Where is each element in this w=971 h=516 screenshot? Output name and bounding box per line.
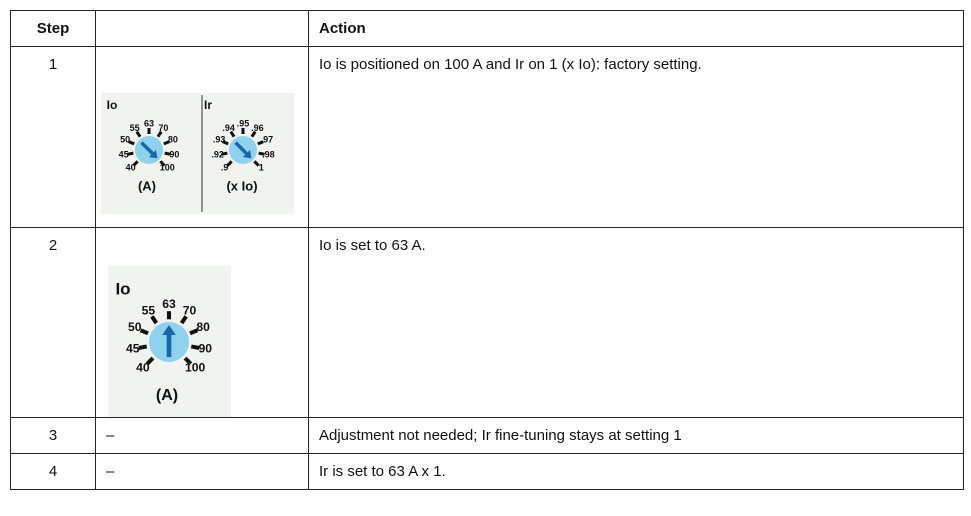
dial-scale-label: .94 (222, 123, 235, 133)
action-cell: Io is set to 63 A. (308, 227, 964, 418)
row: 3 – Adjustment not needed; Ir fine-tunin… (10, 417, 964, 454)
row: 1 Io Ir 40 45 50 55 63 70 80 90 100 .9 .92 .93.94.95.… (10, 46, 964, 228)
dial-pointer-head (148, 149, 158, 159)
dial-tick (150, 315, 159, 325)
dial-unit: (A) (156, 387, 178, 404)
steps-table: Step Action 1 Io Ir 40 45 50 55 63 70 80 90 100.9.… (10, 10, 964, 490)
action-cell: Io is positioned on 100 A and Ir on 1 (x… (308, 46, 964, 228)
dial-scale-label: 70 (158, 123, 168, 133)
dial-tick (179, 315, 188, 325)
step-cell: 4 (10, 453, 96, 490)
dial-scale-label: 40 (126, 163, 136, 173)
dial-scale-label: 80 (196, 320, 210, 334)
dial-title: Io (115, 279, 130, 298)
dial-scale-label: .95 (237, 118, 250, 128)
dial-tick (258, 151, 265, 156)
dial-tick (189, 328, 199, 336)
header-image (95, 10, 309, 47)
step-cell: 2 (10, 227, 96, 418)
step-cell: 3 (10, 417, 96, 454)
dial-scale-label: 63 (162, 297, 176, 311)
dial-scale-label: 100 (185, 360, 206, 374)
dial-scale-label: 90 (169, 149, 179, 159)
dial-title: Ir (204, 98, 212, 112)
dial-scale-label: .97 (261, 134, 274, 144)
step-cell: 1 (10, 46, 96, 228)
dial-tick (183, 356, 193, 366)
dial-unit: (A) (138, 178, 156, 193)
image-cell: – (95, 417, 309, 454)
row: 4 – Ir is set to 63 A x 1. (10, 453, 964, 490)
dial-scale-label: .93 (213, 134, 226, 144)
dial-tick (145, 356, 155, 366)
dial-scale-label: .9 (221, 163, 229, 173)
dial-tick (190, 344, 200, 350)
dial-tick (226, 160, 233, 167)
image-cell: Io Ir 40 45 50 55 63 70 80 90 100 .9 .92 .93.94.95.96… (95, 46, 309, 228)
dial-tick (164, 151, 171, 156)
dial-scale-label: 55 (130, 123, 140, 133)
dial-scale-label: 45 (119, 149, 129, 159)
dial-title: Io (107, 98, 118, 112)
dial-scale-label: .96 (251, 123, 264, 133)
dial-tick (221, 151, 228, 156)
dial-tick (138, 344, 148, 350)
dial-tick (257, 140, 264, 146)
dial-pointer (234, 141, 248, 155)
dial-pointer-head (242, 149, 252, 159)
dial-scale-label: 45 (126, 341, 140, 355)
dial-scale-label: 80 (168, 134, 178, 144)
dial-pointer (140, 141, 154, 155)
dial-scale-label: .98 (262, 149, 275, 159)
dial-tick (127, 151, 134, 156)
dial-tick (132, 160, 139, 167)
dial-scale-label: 90 (199, 341, 213, 355)
header-step: Step (10, 10, 96, 47)
image-cell: – (95, 453, 309, 490)
dial-unit: (x Io) (226, 178, 257, 193)
dial-scale-label: 63 (144, 118, 154, 128)
dial-tick (229, 130, 236, 138)
dial-scale-label: 100 (160, 163, 175, 173)
dial-tick (139, 328, 149, 336)
dial-tick (250, 130, 257, 138)
dial-scale-label: .92 (211, 149, 224, 159)
dial-tick (128, 140, 135, 146)
dial-scale-label: 50 (128, 320, 142, 334)
dial-scale-label: 1 (259, 163, 264, 173)
action-cell: Adjustment not needed; Ir fine-tuning st… (308, 417, 964, 454)
header-row: Step Action (10, 10, 964, 47)
header-action: Action (308, 10, 964, 47)
dial-tick (159, 160, 166, 167)
dial-tick (222, 140, 229, 146)
dial-scale-label: 50 (120, 134, 130, 144)
image-cell: Io 40 45 50 55 63 70 80 90 100 (A) (95, 227, 309, 418)
action-cell: Ir is set to 63 A x 1. (308, 453, 964, 490)
dial-tick (135, 130, 142, 138)
dial-scale-label: 70 (183, 303, 197, 317)
dial-scale-label: 40 (136, 360, 150, 374)
dial-tick (163, 140, 170, 146)
dial-tick (156, 130, 163, 138)
row: 2 Io 40 45 50 55 63 70 80 90 100 (A) Io is set to … (10, 227, 964, 418)
dial-tick (253, 160, 260, 167)
dial-pointer-head (162, 325, 176, 335)
dial-scale-label: 55 (142, 303, 156, 317)
